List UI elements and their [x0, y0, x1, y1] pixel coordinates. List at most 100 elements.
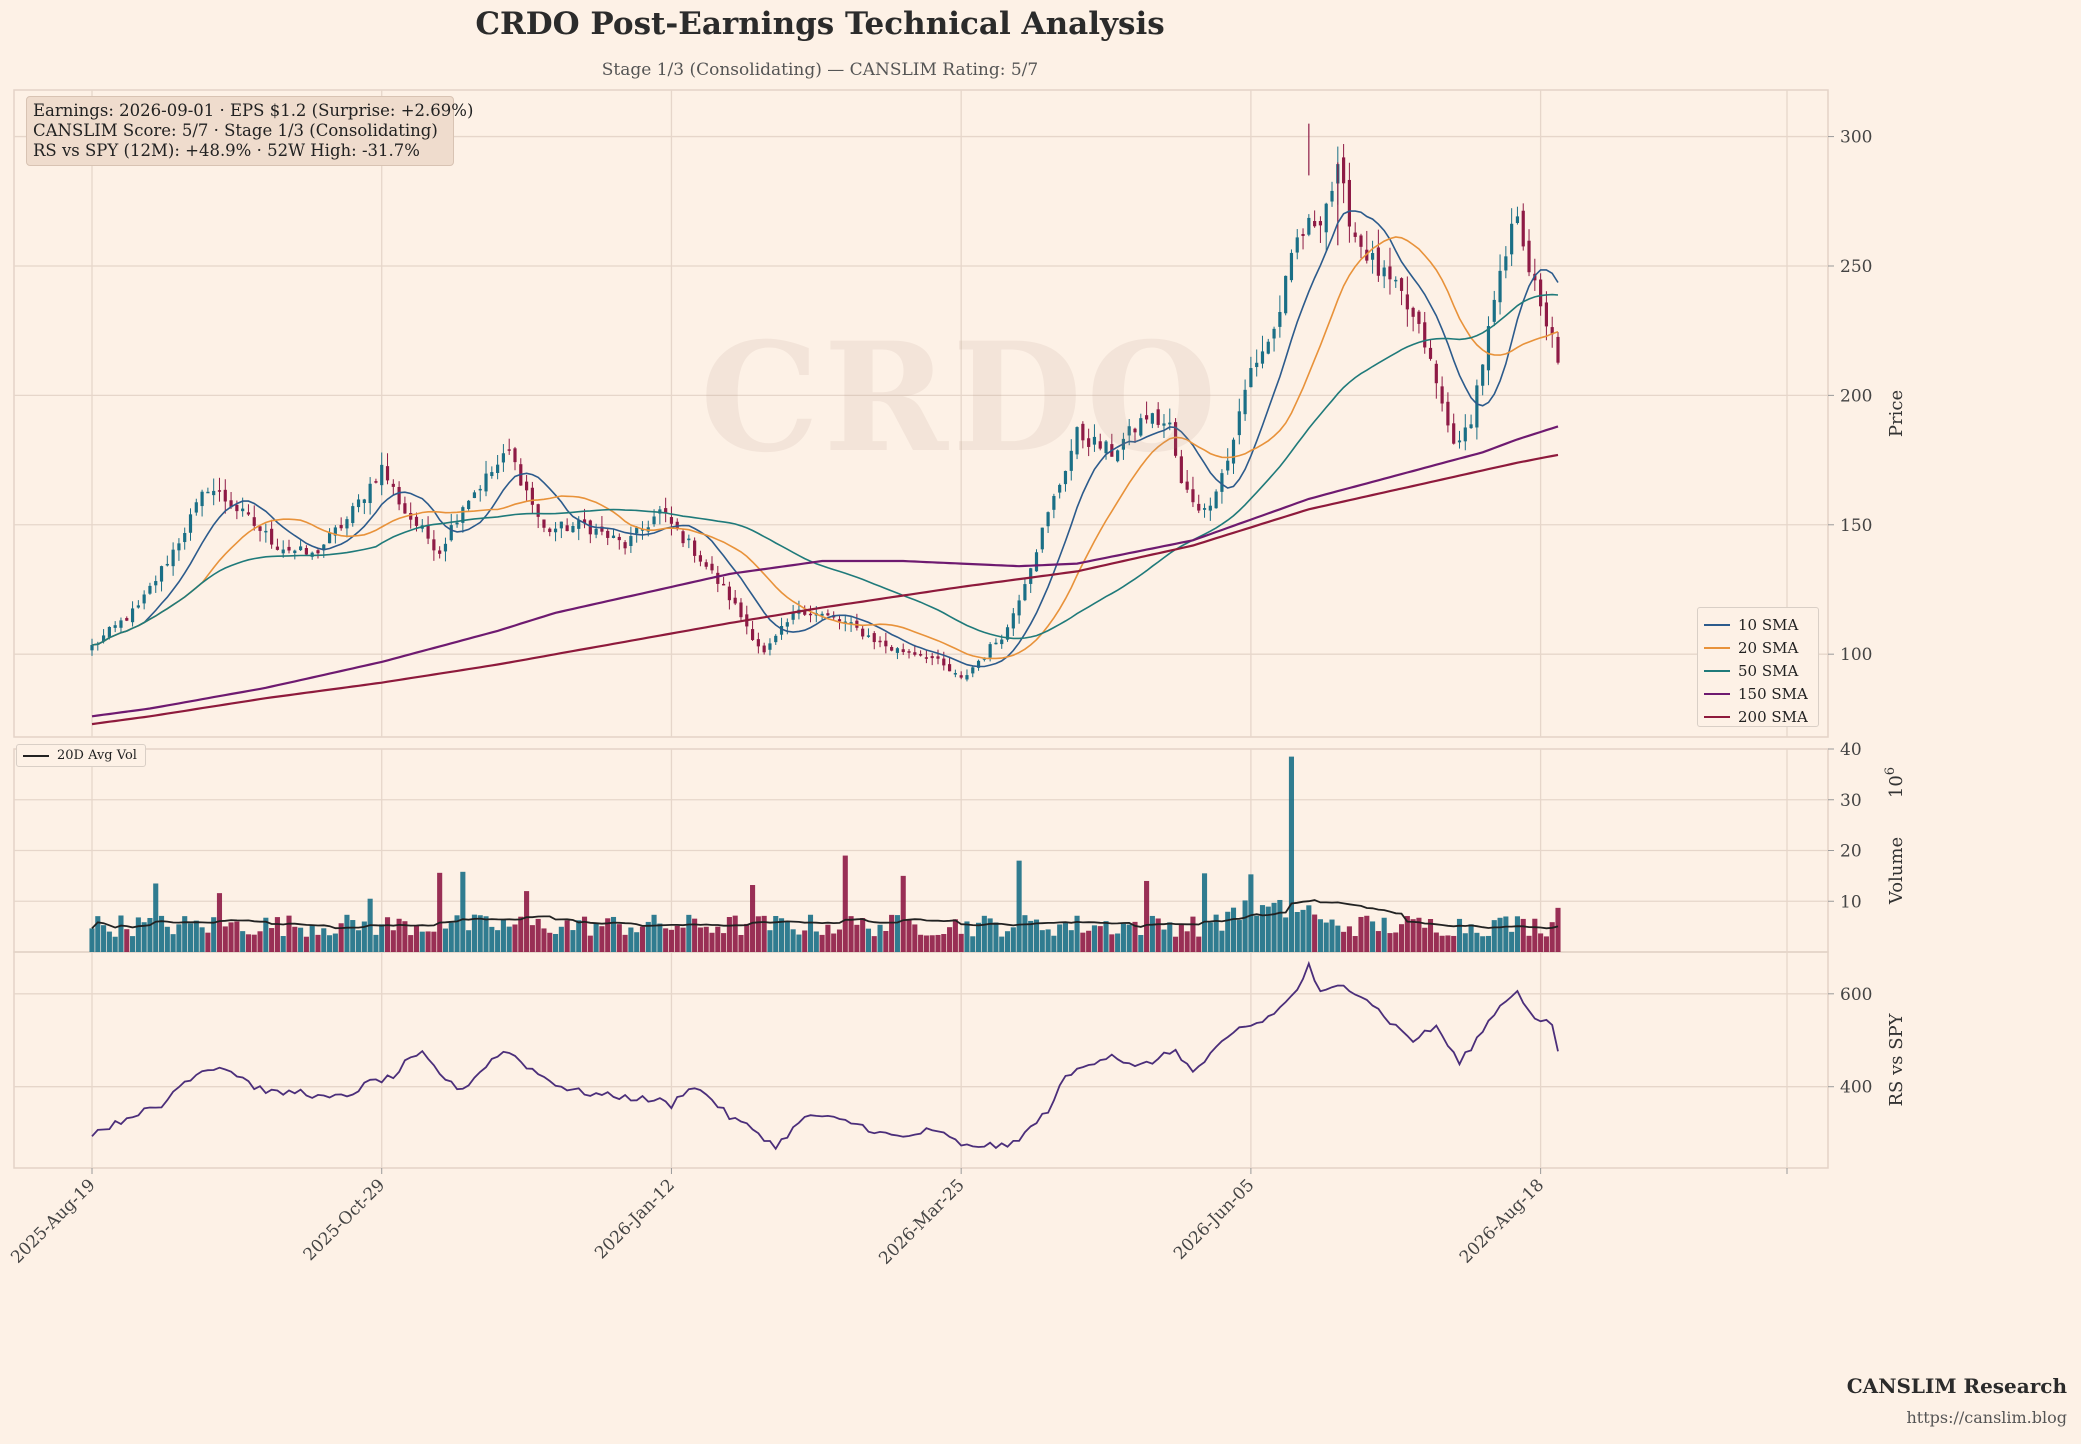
candle-body [327, 532, 332, 544]
volume-bar [413, 925, 420, 952]
volume-tick-label: 20 [1840, 842, 1862, 862]
candle-body [548, 528, 552, 533]
candle-body [536, 504, 540, 517]
candle-body [861, 628, 865, 637]
price-axis-label: Price [1886, 390, 1907, 437]
candle-body [1075, 427, 1079, 455]
volume-bar [170, 934, 176, 952]
candle-body [171, 549, 175, 567]
volume-bar [709, 932, 715, 952]
volume-bar [553, 933, 559, 952]
candle-body [1284, 275, 1288, 314]
volume-bar [744, 923, 750, 952]
info-earnings: Earnings: 2026-09-01 · EPS $1.2 (Surpris… [33, 101, 474, 120]
volume-bar [570, 930, 576, 952]
volume-bar [234, 921, 240, 952]
candle-body [165, 563, 169, 566]
candle-body [351, 506, 355, 524]
candle-body [212, 490, 216, 496]
volume-bar [1451, 935, 1457, 952]
volume-bar [327, 935, 333, 952]
candle-body [472, 492, 477, 499]
volume-bar [1033, 919, 1040, 952]
candle-body [1011, 613, 1015, 629]
volume-bar [1213, 914, 1219, 952]
candle-body [362, 499, 366, 503]
volume-bar [419, 931, 425, 952]
volume-bar [1509, 931, 1515, 952]
volume-bar [216, 893, 223, 952]
volume-bar [1474, 932, 1480, 952]
volume-bar [1468, 924, 1474, 952]
volume-bar [935, 934, 941, 952]
volume-bar [1219, 930, 1225, 952]
legend-item-sma150: 150 SMA [1704, 682, 1812, 705]
candle-body [1347, 179, 1351, 227]
candle-body [750, 629, 755, 640]
candle-body [1324, 203, 1328, 233]
candle-body [1214, 491, 1218, 509]
candle-body [1034, 552, 1039, 572]
volume-bar [187, 923, 194, 952]
price-tick-label: 250 [1840, 257, 1872, 277]
x-tick-label: 2026-Jun-05 [1170, 1175, 1258, 1263]
candle-body [669, 517, 674, 524]
candle-body [1289, 252, 1294, 281]
candle-body [1359, 235, 1363, 247]
candle-body [913, 652, 917, 655]
candle-body [403, 503, 407, 514]
candle-body [130, 608, 135, 623]
candle-body [1492, 299, 1496, 322]
volume-bar [923, 935, 929, 952]
volume-bar [1341, 931, 1347, 952]
candle-body [1087, 438, 1091, 447]
volume-bar [1514, 916, 1520, 952]
candle-body [1463, 427, 1467, 442]
candle-body [490, 472, 494, 477]
volume-bar [1028, 920, 1034, 952]
candle-body [553, 528, 558, 533]
info-canslim: CANSLIM Score: 5/7 · Stage 1/3 (Consolid… [33, 121, 438, 140]
volume-bar [964, 921, 970, 952]
candle-body [252, 517, 256, 526]
volume-bar [842, 855, 848, 952]
volume-bar [1445, 935, 1451, 952]
volume-bar [454, 915, 460, 952]
volume-bar [755, 916, 761, 952]
candle-body [1475, 385, 1479, 428]
candle-body [339, 524, 343, 529]
volume-bar [298, 927, 304, 952]
volume-bar [124, 929, 130, 952]
legend-item-sma50: 50 SMA [1704, 659, 1812, 682]
info-rs: RS vs SPY (12M): +48.9% · 52W High: -31.… [33, 141, 420, 160]
legend-label-sma50: 50 SMA [1738, 661, 1799, 680]
volume-bar [1155, 918, 1161, 952]
volume-bar [738, 934, 744, 952]
volume-bar [1057, 924, 1063, 952]
volume-bar [1404, 916, 1410, 952]
volume-bar [245, 934, 252, 952]
candle-body [1063, 470, 1068, 485]
volume-bar [1016, 860, 1022, 952]
volume-bar [715, 926, 721, 952]
volume-bar [1364, 915, 1370, 952]
volume-bar [1190, 916, 1196, 952]
volume-bar [1491, 920, 1497, 952]
volume-bar [1335, 925, 1341, 952]
volume-bar [645, 921, 651, 952]
volume-bar [332, 933, 338, 952]
volume-bar [1549, 922, 1555, 952]
info-box: Earnings: 2026-09-01 · EPS $1.2 (Surpris… [26, 96, 474, 166]
candle-body [1243, 389, 1247, 415]
candle-body [1000, 639, 1004, 645]
candle-body [884, 640, 888, 647]
rs-line [91, 960, 1559, 1151]
legend-swatch-sma20 [1704, 646, 1730, 649]
candle-body [664, 508, 668, 514]
candle-body [565, 525, 569, 532]
candle-body [438, 550, 442, 554]
volume-bar [292, 926, 298, 952]
volume-tick-label: 30 [1840, 791, 1862, 811]
volume-bar [1393, 932, 1399, 952]
volume-bar [408, 935, 414, 952]
